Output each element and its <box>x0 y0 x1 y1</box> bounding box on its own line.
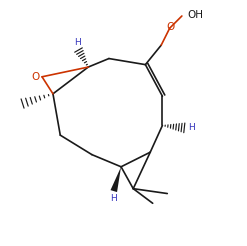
Text: H: H <box>188 123 195 132</box>
Text: OH: OH <box>187 10 203 20</box>
Text: O: O <box>167 22 175 32</box>
Polygon shape <box>110 167 121 192</box>
Text: O: O <box>31 72 39 82</box>
Text: H: H <box>74 38 81 47</box>
Text: H: H <box>110 194 117 203</box>
